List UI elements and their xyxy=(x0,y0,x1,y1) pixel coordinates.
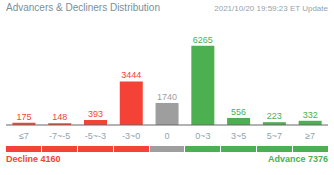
svg-text:-5~-3: -5~-3 xyxy=(85,131,106,141)
svg-text:3~5: 3~5 xyxy=(231,131,246,141)
svg-text:148: 148 xyxy=(52,112,67,122)
svg-text:-7~-5: -7~-5 xyxy=(49,131,70,141)
html-text:Decline 4160: Decline 4160 xyxy=(6,154,61,164)
svg-text:556: 556 xyxy=(231,107,246,117)
svg-text:223: 223 xyxy=(267,111,282,121)
svg-text:0: 0 xyxy=(164,131,169,141)
svg-text:3444: 3444 xyxy=(121,70,141,80)
svg-text:≥7: ≥7 xyxy=(305,131,315,141)
html-text:Advance 7376: Advance 7376 xyxy=(268,154,328,164)
svg-text:5~7: 5~7 xyxy=(267,131,282,141)
svg-text:6265: 6265 xyxy=(193,35,213,45)
svg-text:-3~0: -3~0 xyxy=(122,131,140,141)
svg-text:175: 175 xyxy=(16,112,31,122)
html-text:Advancers & Decliners Distribu: Advancers & Decliners Distribution xyxy=(6,2,160,13)
html-text:2021/10/20 19:59:23 ET Update: 2021/10/20 19:59:23 ET Update xyxy=(214,4,328,13)
svg-text:≤7: ≤7 xyxy=(19,131,29,141)
svg-text:332: 332 xyxy=(303,110,318,120)
svg-text:0~3: 0~3 xyxy=(195,131,210,141)
svg-text:1740: 1740 xyxy=(157,92,177,102)
svg-text:393: 393 xyxy=(88,109,103,119)
